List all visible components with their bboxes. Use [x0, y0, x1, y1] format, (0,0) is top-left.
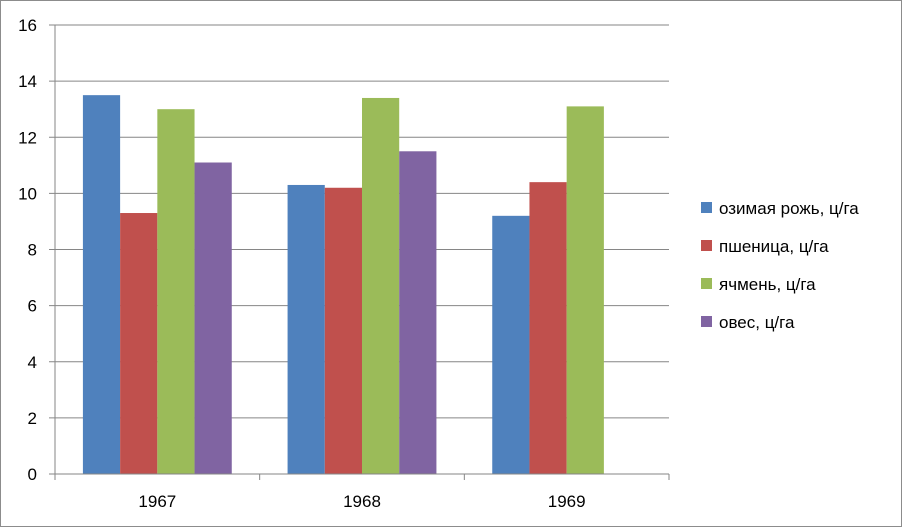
legend-entry-label: озимая рожь, ц/га	[719, 199, 859, 218]
bar	[529, 182, 567, 474]
bar	[492, 215, 530, 474]
x-tick-label: 1967	[138, 492, 176, 511]
y-tick-label: 4	[28, 353, 37, 372]
bar	[157, 109, 195, 474]
y-tick-label: 2	[28, 409, 37, 428]
y-tick-label: 14	[18, 72, 37, 91]
y-tick-label: 0	[28, 465, 37, 484]
x-tick-label: 1968	[343, 492, 381, 511]
bar	[566, 106, 604, 474]
bar	[287, 184, 325, 475]
legend-swatch	[701, 202, 712, 213]
bar	[399, 151, 437, 474]
x-tick-label: 1969	[548, 492, 586, 511]
bar	[120, 213, 158, 475]
legend-swatch	[701, 240, 712, 251]
legend-entry-label: пшеница, ц/га	[719, 237, 829, 256]
bar	[194, 162, 232, 474]
legend-entry-label: ячмень, ц/га	[719, 275, 816, 294]
legend-entry-label: овес, ц/га	[719, 313, 795, 332]
y-tick-label: 6	[28, 297, 37, 316]
bars	[82, 95, 604, 475]
y-tick-label: 10	[18, 184, 37, 203]
axes	[54, 25, 670, 480]
legend-swatch	[701, 316, 712, 327]
legend-swatch	[701, 278, 712, 289]
y-tick-labels: 0 2 4 6 8 10 12 14 16	[18, 16, 37, 484]
y-tick-label: 16	[18, 16, 37, 35]
bar	[362, 97, 400, 475]
x-tick-labels: 1967 1968 1969	[138, 492, 585, 511]
legend: озимая рожь, ц/га пшеница, ц/га ячмень, ц/…	[701, 199, 859, 332]
bar	[324, 187, 362, 474]
y-tick-label: 8	[28, 241, 37, 260]
bar	[82, 95, 121, 474]
y-tick-label: 12	[18, 128, 37, 147]
